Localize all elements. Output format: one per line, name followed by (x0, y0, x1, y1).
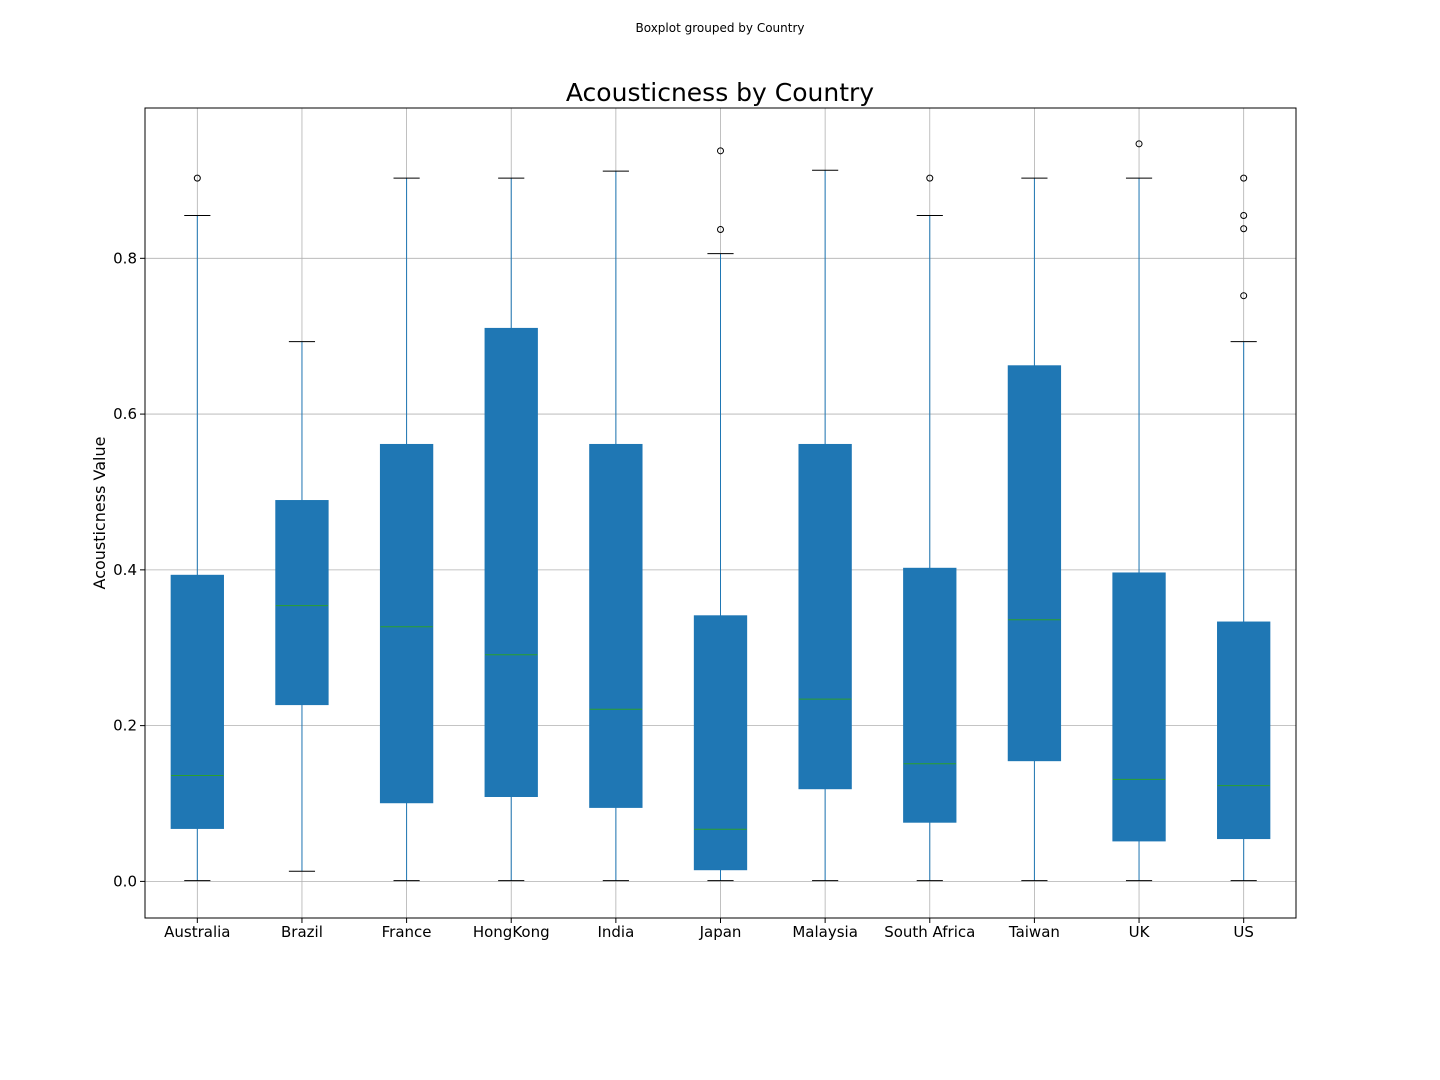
x-tick-label: South Africa (884, 923, 975, 941)
outlier-point (717, 226, 724, 233)
x-tick-label: HongKong (473, 923, 550, 941)
box-india (589, 170, 643, 882)
outlier-point (1240, 211, 1248, 219)
box-hongkong (484, 177, 538, 882)
iqr-box (693, 615, 748, 871)
x-tick-label: India (597, 923, 634, 941)
iqr-box (1007, 365, 1062, 762)
box-brazil (275, 341, 329, 872)
chart-suptitle: Boxplot grouped by Country (636, 21, 805, 35)
x-tick-label: France (382, 923, 432, 941)
box-france (379, 177, 434, 882)
box-malaysia (798, 169, 852, 882)
y-tick-label: 0.4 (113, 561, 137, 579)
box-japan (693, 147, 748, 882)
x-axis: Australia Brazil France HongKong India Japan M… (164, 918, 1254, 941)
chart-title: Acousticness by Country (566, 78, 874, 107)
x-tick-label: UK (1129, 923, 1151, 941)
box-us (1217, 174, 1271, 882)
x-tick-label: Taiwan (1008, 923, 1060, 941)
iqr-box (589, 443, 643, 808)
outlier-point (1135, 140, 1143, 148)
outlier-point (926, 174, 934, 182)
iqr-box (379, 443, 434, 804)
iqr-box (1112, 572, 1166, 842)
y-tick-label: 0.8 (113, 249, 137, 267)
x-tick-label: Japan (699, 923, 742, 941)
x-tick-label: Brazil (281, 923, 323, 941)
x-tick-label: US (1233, 923, 1254, 941)
outlier-point (717, 147, 724, 155)
iqr-box (275, 500, 329, 706)
box-taiwan (1007, 177, 1062, 882)
y-tick-label: 0.6 (113, 405, 137, 423)
y-axis: 0.0 0.2 0.4 0.6 0.8 (113, 249, 145, 890)
box-australia (170, 174, 224, 882)
box-uk (1112, 140, 1166, 882)
outlier-point (1240, 292, 1248, 300)
outlier-point (1240, 174, 1248, 182)
iqr-box (1217, 621, 1271, 840)
outlier-point (193, 174, 201, 182)
boxes (170, 140, 1271, 882)
iqr-box (170, 574, 224, 829)
y-axis-label: Acousticness Value (90, 437, 109, 590)
iqr-box (484, 327, 538, 797)
y-tick-label: 0.0 (113, 872, 137, 890)
x-tick-label: Malaysia (792, 923, 858, 941)
y-tick-label: 0.2 (113, 717, 137, 735)
box-south-africa (903, 174, 957, 882)
iqr-box (798, 443, 852, 790)
outlier-point (1240, 225, 1248, 233)
x-tick-label: Australia (164, 923, 230, 941)
iqr-box (903, 567, 957, 823)
